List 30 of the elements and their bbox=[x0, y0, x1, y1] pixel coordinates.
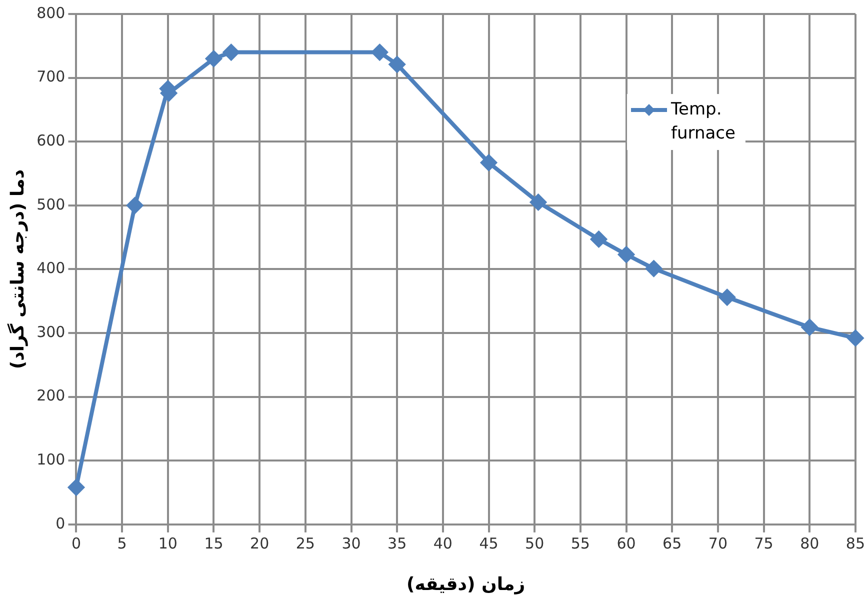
x-tick-label: 60 bbox=[616, 534, 636, 552]
x-tick-label: 75 bbox=[754, 534, 774, 552]
x-tick-label: 30 bbox=[342, 534, 361, 552]
y-tick-label: 100 bbox=[36, 450, 66, 468]
y-tick-label: 600 bbox=[36, 131, 66, 150]
x-tick-label: 10 bbox=[158, 534, 178, 552]
x-tick-label: 0 bbox=[71, 534, 82, 552]
x-tick-label: 65 bbox=[662, 534, 682, 552]
x-tick-label: 55 bbox=[570, 534, 590, 552]
x-tick-label: 15 bbox=[204, 534, 224, 552]
y-tick-label: 200 bbox=[36, 386, 66, 405]
x-tick-label: 70 bbox=[708, 534, 728, 552]
y-tick-label: 700 bbox=[36, 68, 66, 86]
x-tick-label: 40 bbox=[433, 534, 452, 552]
x-tick-label: 25 bbox=[296, 534, 315, 552]
y-tick-label: 400 bbox=[36, 259, 66, 278]
y-tick-label: 300 bbox=[36, 322, 66, 341]
x-tick-label: 85 bbox=[846, 534, 866, 552]
x-tick-label: 35 bbox=[388, 534, 407, 552]
x-tick-label: 5 bbox=[117, 534, 127, 552]
legend-label: Temp. furnace bbox=[670, 99, 736, 144]
x-tick-label: 20 bbox=[250, 534, 270, 552]
x-tick-label: 45 bbox=[479, 534, 498, 552]
x-tick-label: 50 bbox=[525, 534, 544, 552]
x-axis-title: زمان (دقیقه) bbox=[406, 574, 526, 595]
y-tick-label: 800 bbox=[36, 4, 66, 22]
x-tick-label: 80 bbox=[800, 534, 820, 552]
y-tick-label: 500 bbox=[36, 195, 66, 214]
y-axis-title: دما (درجه سانتی گراد) bbox=[6, 169, 28, 370]
y-tick-label: 0 bbox=[56, 514, 66, 532]
